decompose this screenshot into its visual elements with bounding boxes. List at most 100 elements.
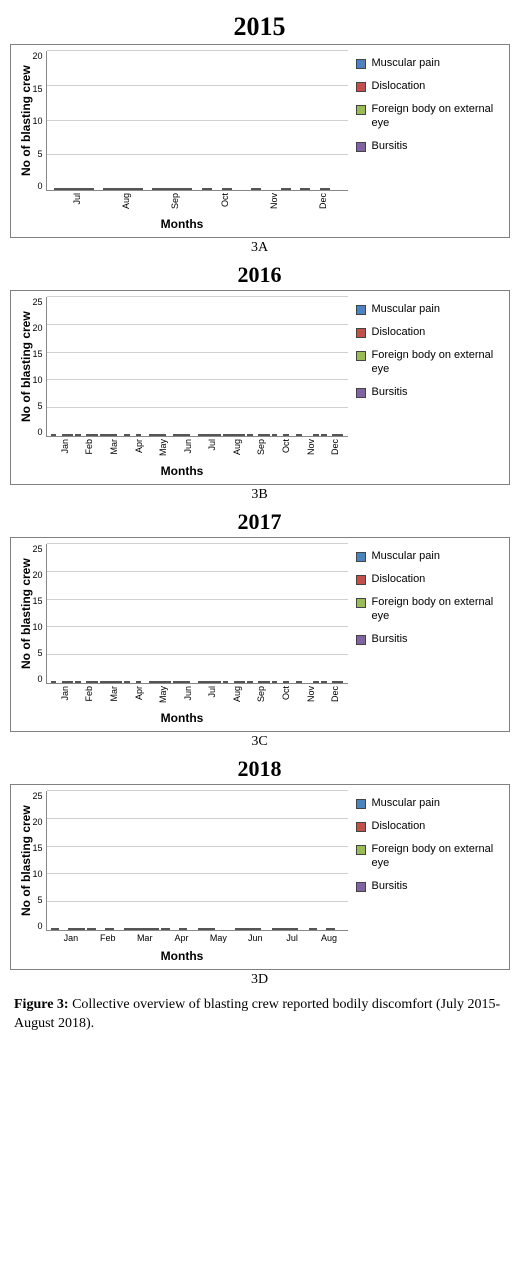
bar-bursitis: [92, 681, 98, 683]
x-tick-label: May: [210, 933, 227, 943]
year-title: 2016: [8, 262, 511, 288]
y-tick-label: 25: [33, 544, 43, 554]
bar-group: [75, 434, 98, 436]
bar-group: [247, 188, 294, 190]
legend-swatch: [356, 845, 366, 855]
bar-muscular: [51, 928, 60, 930]
legend-label: Bursitis: [372, 140, 408, 153]
legend-label: Foreign body on external eye: [372, 103, 503, 129]
chart-panel: No of blasting crew20151050JulAugSepOctN…: [10, 44, 510, 238]
y-ticks: 20151050: [33, 51, 46, 191]
figure-caption: Figure 3: Collective overview of blastin…: [14, 996, 505, 1034]
legend-item: Dislocation: [356, 573, 503, 586]
bar-group: [51, 928, 86, 930]
legend: Muscular painDislocationForeign body on …: [348, 544, 503, 656]
bar-dislocation: [133, 928, 142, 930]
bar-bursitis: [264, 681, 270, 683]
bar-muscular: [272, 928, 281, 930]
bar-foreign: [326, 928, 335, 930]
bar-bursitis: [117, 681, 123, 683]
x-tick-label: Aug: [232, 439, 242, 455]
y-ticks: 2520151050: [33, 791, 46, 931]
bar-foreign: [136, 434, 142, 436]
bar-group: [321, 434, 344, 436]
bar-group: [235, 928, 270, 930]
x-tick-label: Mar: [109, 439, 119, 455]
bar-group: [87, 928, 122, 930]
x-tick-label: Jul: [207, 686, 217, 698]
bar-group: [272, 434, 295, 436]
y-tick-label: 5: [33, 648, 43, 658]
bar-group: [272, 928, 307, 930]
y-axis-label: No of blasting crew: [17, 51, 33, 191]
x-tick-label: Oct: [281, 686, 291, 700]
x-tick-label: Sep: [170, 193, 180, 209]
y-tick-label: 10: [33, 869, 43, 879]
bar-muscular: [124, 928, 133, 930]
x-tick-label: Aug: [121, 193, 131, 209]
bar-dislocation: [244, 928, 253, 930]
bar-foreign: [289, 928, 298, 930]
legend-item: Bursitis: [356, 386, 503, 399]
bar-muscular: [272, 434, 278, 436]
bar-bursitis: [133, 188, 143, 190]
bar-group: [149, 188, 196, 190]
x-tick-label: Jan: [64, 933, 79, 943]
bar-bursitis: [166, 681, 172, 683]
y-tick-label: 15: [33, 349, 43, 359]
bar-bursitis: [150, 928, 159, 930]
bar-group: [247, 681, 270, 683]
bar-foreign: [142, 928, 151, 930]
bar-bursitis: [215, 434, 221, 436]
x-tick-label: Jan: [60, 439, 70, 454]
x-tick-label: Aug: [232, 686, 242, 702]
y-axis-label: No of blasting crew: [17, 544, 33, 684]
y-tick-label: 0: [33, 921, 43, 931]
bar-muscular: [251, 188, 261, 190]
bar-bursitis: [67, 434, 73, 436]
y-tick-label: 0: [33, 674, 43, 684]
plot-area: [46, 297, 348, 437]
bar-dislocation: [280, 928, 289, 930]
bar-group: [321, 681, 344, 683]
bar-foreign: [179, 928, 188, 930]
bar-group: [296, 681, 319, 683]
bar-muscular: [124, 434, 130, 436]
x-tick-label: Apr: [134, 439, 144, 453]
bar-group: [100, 681, 123, 683]
legend: Muscular painDislocationForeign body on …: [348, 51, 503, 163]
year-title: 2018: [8, 756, 511, 782]
bar-muscular: [75, 681, 81, 683]
x-tick-label: Mar: [137, 933, 153, 943]
legend-label: Dislocation: [372, 820, 426, 833]
x-tick-label: Nov: [306, 686, 316, 702]
bar-group: [198, 681, 221, 683]
legend-label: Dislocation: [372, 80, 426, 93]
y-tick-label: 5: [33, 149, 43, 159]
bar-bursitis: [239, 434, 245, 436]
bar-group: [124, 681, 147, 683]
bar-group: [198, 928, 233, 930]
x-axis-label: Months: [161, 464, 204, 478]
x-tick-label: Jun: [248, 933, 263, 943]
bar-muscular: [51, 681, 57, 683]
legend-swatch: [356, 598, 366, 608]
bar-muscular: [309, 928, 318, 930]
bar-muscular: [296, 681, 302, 683]
bar-muscular: [247, 681, 253, 683]
legend-item: Muscular pain: [356, 550, 503, 563]
bar-bursitis: [338, 434, 344, 436]
bar-foreign: [136, 681, 142, 683]
bar-bursitis: [77, 928, 86, 930]
bar-bursitis: [338, 681, 344, 683]
bar-foreign: [185, 681, 191, 683]
bar-group: [309, 928, 344, 930]
bar-dislocation: [113, 188, 123, 190]
bar-muscular: [161, 928, 170, 930]
chart-panel: No of blasting crew2520151050JanFebMarAp…: [10, 784, 510, 970]
x-axis-label: Months: [161, 217, 204, 231]
legend: Muscular painDislocationForeign body on …: [348, 297, 503, 409]
year-title: 2015: [8, 12, 511, 42]
x-axis-label: Months: [161, 949, 204, 963]
bar-group: [51, 681, 74, 683]
